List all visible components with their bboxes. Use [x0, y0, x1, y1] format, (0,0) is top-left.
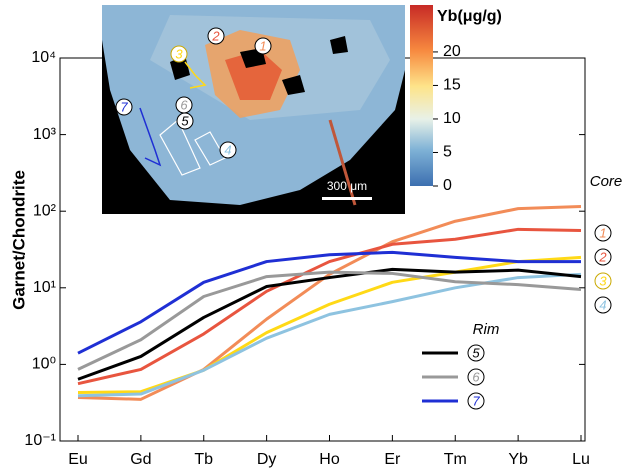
x-tick-label: Lu	[572, 451, 590, 468]
x-tick-label: Ho	[319, 451, 340, 468]
x-tick-label: Tm	[444, 451, 467, 468]
colorbar-tick-label: 20	[443, 43, 461, 60]
spot-path	[139, 107, 162, 167]
series-line	[77, 270, 582, 371]
legend-marker	[594, 296, 612, 314]
legend-marker	[467, 368, 485, 386]
legend-label: 3	[175, 46, 183, 61]
legend-label: 6	[180, 97, 188, 112]
colorbar-tick-label: 0	[443, 177, 452, 194]
series-line	[77, 272, 582, 398]
x-tick-label: Tb	[194, 451, 213, 468]
series-line	[77, 227, 582, 386]
y-tick-label: 10³	[33, 126, 57, 143]
legend-marker	[467, 392, 485, 410]
legend-label: 5	[472, 345, 480, 360]
spot-path	[194, 131, 226, 166]
x-tick-label: Gd	[130, 451, 151, 468]
legend-marker	[175, 96, 193, 114]
legend-label: 2	[598, 249, 607, 264]
legend-label: 6	[472, 369, 480, 384]
x-tick-label: Eu	[68, 451, 88, 468]
x-tick-label: Er	[384, 451, 401, 468]
x-tick-label: Yb	[508, 451, 528, 468]
colorbar-tick-label: 15	[443, 77, 461, 94]
legend-marker	[594, 272, 612, 290]
legend-marker	[115, 98, 133, 116]
legend-label: 3	[599, 273, 607, 288]
legend-marker	[254, 37, 272, 55]
hole	[282, 75, 305, 95]
colorbar-label: Yb(μg/g)	[437, 8, 502, 25]
colorbar	[410, 5, 433, 186]
spot-path	[184, 61, 207, 89]
crack	[328, 119, 357, 206]
scale-bar-label: 300 μm	[327, 179, 367, 193]
y-tick-label: 10⁴	[31, 49, 56, 66]
legend-title: Rim	[473, 321, 500, 338]
legend-label: 2	[211, 28, 220, 43]
legend-marker	[594, 224, 612, 242]
legend-marker	[207, 27, 225, 45]
legend-title: Core	[590, 173, 623, 190]
legend-marker	[219, 141, 237, 159]
colorbar-tick-label: 5	[443, 144, 452, 161]
y-tick-label: 10⁰	[32, 356, 56, 373]
y-tick-label: 10⁻¹	[24, 432, 56, 449]
series-line	[77, 205, 582, 401]
y-axis-label: Garnet/Chondrite	[9, 170, 28, 310]
legend-label: 1	[599, 225, 606, 240]
hole	[330, 36, 348, 54]
legend-label: 4	[224, 142, 231, 157]
legend-marker	[467, 344, 485, 362]
legend-marker	[594, 248, 612, 266]
series-line	[77, 267, 582, 381]
y-tick-label: 10²	[33, 202, 57, 219]
legend-marker	[170, 45, 188, 63]
spot-path	[159, 119, 201, 176]
series-line	[77, 250, 581, 355]
legend-label: 4	[599, 297, 606, 312]
legend-label: 7	[472, 393, 480, 408]
legend-label: 7	[120, 99, 128, 114]
core-peak	[225, 50, 282, 100]
legend-label: 1	[259, 38, 266, 53]
legend-label: 5	[181, 113, 189, 128]
colorbar-tick-label: 10	[443, 110, 461, 127]
scale-bar	[322, 197, 372, 200]
x-tick-label: Dy	[257, 451, 277, 468]
y-tick-label: 10¹	[33, 279, 56, 296]
